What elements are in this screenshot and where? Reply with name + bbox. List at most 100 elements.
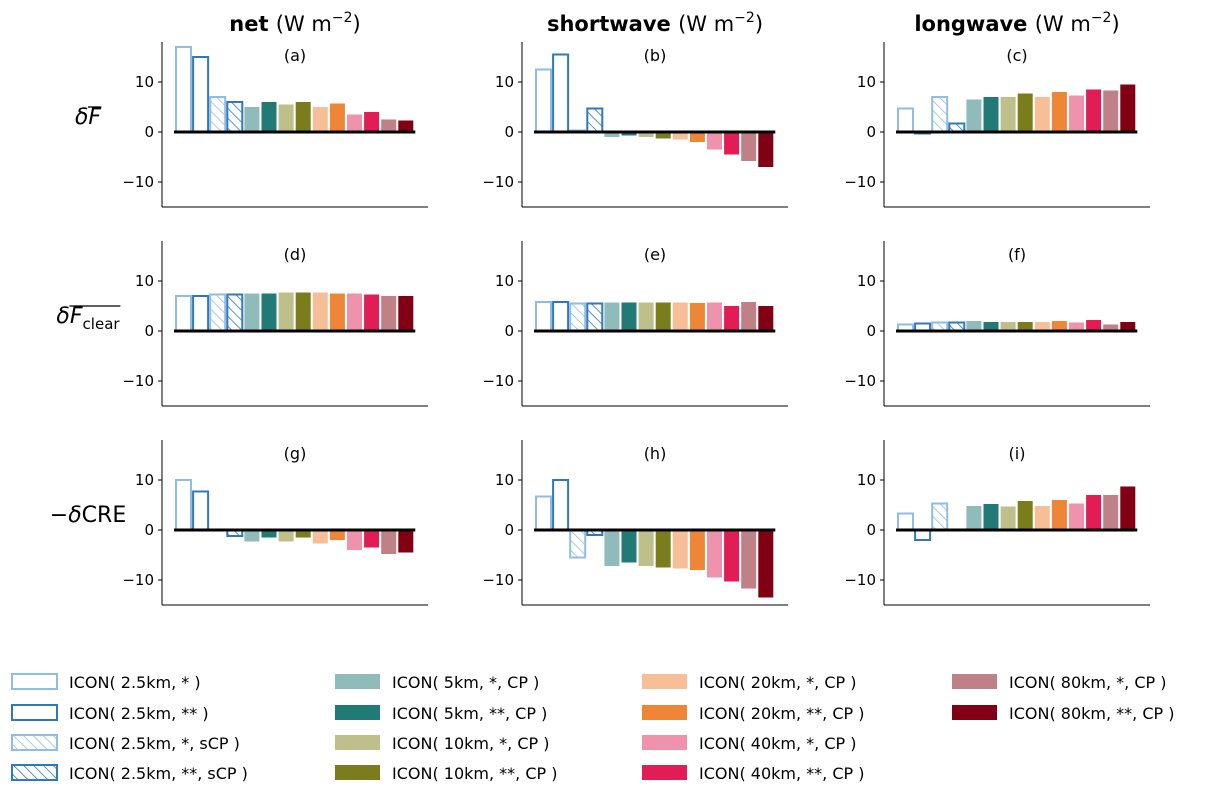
bar [329,103,345,132]
bar [707,132,722,150]
y-tick-label: 0 [504,521,514,539]
bar [398,530,414,553]
bar [278,292,294,331]
bar [966,321,982,331]
bar [586,107,604,133]
bar [931,96,949,133]
panel-label: (h) [644,444,667,463]
legend-item: ICON( 2.5km, **, sCP ) [11,764,248,783]
legend-label: ICON( 2.5km, *, sCP ) [69,734,240,753]
bar [347,114,362,132]
bar [758,306,774,331]
bar [983,97,999,132]
bar [192,295,210,332]
row-label: −δCRE [50,503,126,528]
legend-label: ICON( 10km, *, CP ) [392,734,549,753]
bar [364,294,380,331]
bar [175,295,192,332]
bar [312,530,328,544]
legend-item: ICON( 5km, *, CP ) [335,673,539,692]
bar [1051,500,1067,530]
bar [655,302,671,331]
bar [552,301,570,332]
legend-label: ICON( 20km, **, CP ) [699,704,864,723]
y-tick-label: −10 [844,571,876,589]
bar [364,112,380,132]
legend-label: ICON( 80km, **, CP ) [1009,704,1174,723]
bar [244,530,260,542]
bar [741,132,757,161]
panel-label: (f) [1008,245,1026,264]
legend-item: ICON( 80km, *, CP ) [952,673,1166,692]
bar [655,530,671,568]
bar [1086,320,1102,331]
legend-label: ICON( 10km, **, CP ) [392,764,557,783]
y-tick-label: −10 [482,571,514,589]
legend-swatch [952,705,997,720]
bar [364,530,380,548]
panel-h: −10 0 10 (h) [482,440,788,606]
bar [586,302,604,332]
y-tick-label: 10 [495,272,514,290]
legend-label: ICON( 40km, **, CP ) [699,764,864,783]
legend-swatch [642,735,687,750]
bar [604,530,620,566]
y-tick-label: −10 [122,372,154,390]
legend-swatch [335,765,380,780]
bar [707,302,722,331]
y-tick-label: 0 [866,322,876,340]
bar [655,132,671,139]
bar [1034,506,1050,530]
y-tick-label: −10 [122,571,154,589]
bar [1069,95,1084,132]
y-tick-label: 0 [144,322,154,340]
bar [672,530,688,569]
bar [347,530,362,550]
panel-label: (g) [284,444,307,463]
bar [226,293,244,332]
legend-label: ICON( 2.5km, **, sCP ) [69,764,248,783]
bar [278,104,294,132]
bar [1069,503,1084,530]
row-label: δF [75,105,101,130]
bar [897,107,914,133]
bar [226,101,244,133]
panel-d: −10 0 10 (d) [122,241,428,407]
bar [261,530,277,538]
legend-swatch [11,764,58,781]
y-tick-label: 10 [495,73,514,91]
bar [261,293,277,331]
bar [209,96,227,133]
legend-swatch [11,673,58,690]
bar [1017,501,1033,530]
panel-b: −10 0 10 (b) [482,42,788,208]
legend-label: ICON( 20km, *, CP ) [699,673,856,692]
bar [1000,97,1016,132]
bar [192,56,210,133]
legend-swatch [642,765,687,780]
bar [381,296,397,331]
bar [1103,324,1119,331]
bar [398,296,414,331]
bar [1051,321,1067,331]
legend-swatch [11,704,58,721]
bar [535,68,552,133]
y-tick-label: 10 [135,73,154,91]
bar [535,301,552,332]
legend-label: ICON( 40km, *, CP ) [699,734,856,753]
bar [381,119,397,132]
bar [278,530,294,542]
bar [192,490,210,531]
column-titles: net (W m−2) shortwave (W m−2) longwave (W … [229,10,1119,36]
bar [1086,89,1102,132]
bar [1120,84,1136,132]
bar [689,530,705,570]
y-tick-label: 0 [866,123,876,141]
legend-item: ICON( 10km, *, CP ) [335,734,549,753]
panel-e: −10 0 10 (e) [482,241,788,407]
bar [621,132,637,136]
bar [175,46,192,133]
bar [1051,92,1067,132]
legend-swatch [952,674,997,689]
bar [1069,322,1084,331]
